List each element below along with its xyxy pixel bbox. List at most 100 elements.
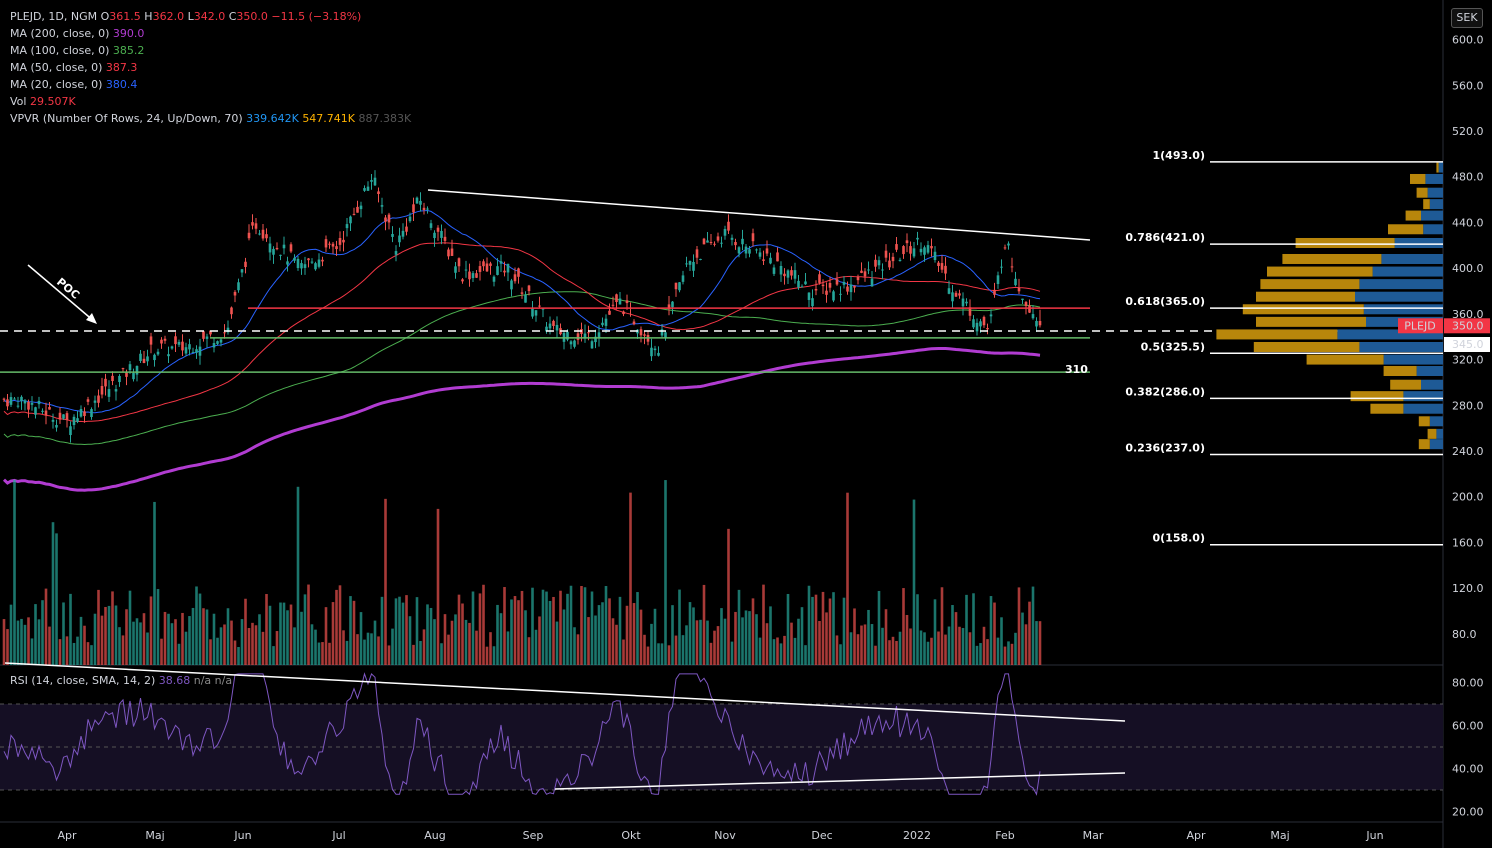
volume-bar [548,600,552,665]
volume-bar [184,631,188,665]
volume-bar [247,628,251,665]
volume-bar [44,588,48,665]
candle-body [531,308,534,317]
candle-body [457,258,461,267]
candle-body [401,230,405,237]
candle-body [41,410,44,412]
candle-body [832,291,835,301]
volume-bar [153,501,156,665]
rsi-legend-label: RSI (14, close, SMA, 14, 2) [10,674,156,687]
volume-bar [888,640,891,665]
candle-body [846,286,849,292]
rsi-line [3,672,1041,796]
support-310-label: 310 [1065,363,1088,376]
volume-bar [597,605,601,665]
candle-body [188,344,191,350]
candle-body [48,407,51,410]
legend-ohlc-row: PLEJD, 1D, NGM O361.5 H362.0 L342.0 C350… [10,8,411,25]
candle-body [944,265,947,274]
time-axis-tick: Maj [1270,829,1289,842]
volume-bar [685,625,688,665]
candle-body [692,261,695,271]
candle-body [961,298,965,307]
candle-body [888,260,891,268]
volume-bar [1035,621,1038,665]
candle-body [139,353,142,361]
candle-body [331,243,335,247]
candle-body [972,319,975,328]
volume-bar [149,596,153,665]
volume-bar [832,592,835,665]
currency-button[interactable]: SEK [1451,8,1483,28]
candle-body [163,338,167,341]
candle-body [405,226,408,232]
price-axis-tick: 120.0 [1452,582,1484,595]
rsi-legend-na1: n/a [193,674,212,687]
volume-bar [902,588,905,665]
candle-body [58,412,62,420]
legend-ohlc-key-O: O [100,10,110,23]
legend-vol-label: Vol [10,95,27,108]
volume-bar [674,635,678,665]
volume-bar [440,643,443,665]
volume-bar [793,637,797,665]
candle-body [464,269,468,271]
candle-body [933,251,937,261]
volume-bar [905,614,909,665]
legend-ohlc-value-C: 350.0 [236,10,268,23]
candle-body [699,258,702,260]
volume-bar [790,622,793,665]
volume-bar [380,596,384,665]
volume-bar [755,614,758,665]
price-axis-tick: 160.0 [1452,536,1484,549]
candle-body [93,400,97,403]
time-axis-tick: Jul [331,829,345,842]
candle-body [489,263,492,266]
vpvr-down-bar [1253,342,1360,353]
volume-bar [107,605,111,665]
candle-body [27,401,30,410]
candle-body [492,276,496,282]
volume-bar [212,613,216,665]
poc-label: POC [54,275,82,301]
volume-bar [188,616,191,665]
volume-bar [566,593,569,665]
volume-bar [961,628,965,665]
legend-vol-row: Vol 29.507K [10,93,411,110]
candle-body [447,249,450,257]
volume-bar [779,643,783,665]
vpvr-up-bar [1403,403,1443,414]
candle-body [765,248,769,254]
volume-bar [261,631,265,665]
volume-bar [996,637,1000,665]
volume-bar [545,591,548,665]
volume-bar [520,590,524,665]
volume-bar [863,624,867,665]
candle-body [527,285,531,292]
volume-bar [237,646,240,665]
candle-body [254,223,258,229]
volume-bar [912,499,916,665]
candle-body [370,180,373,182]
candle-body [790,270,793,276]
candle-body [702,238,706,245]
volume-bar [972,593,975,665]
vpvr-down-bar [1242,304,1364,315]
volume-bar [573,627,576,665]
volume-bar [321,642,324,665]
volume-bar [83,625,86,665]
volume-bar [737,589,741,665]
candle-body [37,400,41,405]
candle-body [436,227,440,232]
upper-trendline [427,189,1091,241]
volume-bar [160,638,163,665]
volume-bar [286,610,289,665]
vpvr-up-bar [1421,379,1443,390]
volume-bar [958,626,961,665]
candle-body [387,214,391,223]
volume-bar [195,586,198,665]
volume-bar [1000,617,1003,665]
volume-bar [9,604,13,665]
volume-bar [48,626,51,665]
